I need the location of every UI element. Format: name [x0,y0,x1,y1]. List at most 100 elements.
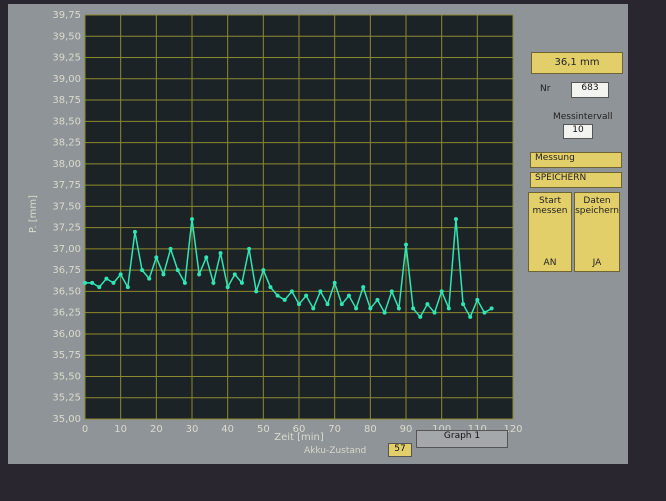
y-tick-label: 37,00 [52,244,81,255]
data-point [204,255,208,259]
data-point [433,311,437,315]
messung-indicator: Messung [530,152,622,168]
data-point [461,302,465,306]
y-tick-label: 38,00 [52,159,81,170]
data-point [468,315,472,319]
data-point [354,306,358,310]
y-tick-label: 36,50 [52,286,81,297]
data-point [475,298,479,302]
interval-field[interactable]: 10 [563,124,593,139]
data-point [318,289,322,293]
data-point [390,289,394,293]
x-tick-label: 0 [82,424,88,435]
y-tick-label: 35,50 [52,371,81,382]
chart: P. [mm] Zeit [min] 35,0035,2535,5035,753… [8,4,528,444]
data-point [211,281,215,285]
graph-button[interactable]: Graph 1 [416,430,508,448]
data-point [454,217,458,221]
x-tick-label: 50 [257,424,270,435]
screen: P. [mm] Zeit [min] 35,0035,2535,5035,753… [8,4,628,464]
y-tick-label: 37,25 [52,223,81,234]
data-point [147,277,151,281]
data-point [290,289,294,293]
data-point [261,268,265,272]
data-point [482,311,486,315]
data-point [133,230,137,234]
save-button[interactable]: Daten speichern JA [574,192,620,272]
data-point [361,285,365,289]
y-tick-label: 35,25 [52,393,81,404]
y-tick-label: 38,50 [52,116,81,127]
data-point [233,272,237,276]
nr-label: Nr [540,84,550,94]
data-point [268,285,272,289]
data-point [126,285,130,289]
y-tick-label: 35,00 [52,414,81,425]
data-point [119,272,123,276]
data-point [347,294,351,298]
data-point [176,268,180,272]
akku-value: 57 [388,443,412,457]
data-point [183,281,187,285]
data-point [368,306,372,310]
y-tick-label: 36,00 [52,329,81,340]
data-point [333,281,337,285]
data-point [404,243,408,247]
data-point [197,272,201,276]
x-tick-label: 80 [364,424,377,435]
data-point [90,281,94,285]
data-point [297,302,301,306]
x-tick-label: 70 [328,424,341,435]
y-axis-label: P. [mm] [28,195,39,233]
data-point [311,306,315,310]
data-point [226,285,230,289]
y-tick-label: 39,25 [52,53,81,64]
data-point [326,302,330,306]
data-point [340,302,344,306]
save-label: Daten speichern [575,196,619,216]
y-tick-label: 39,75 [52,10,81,21]
data-point [375,298,379,302]
x-tick-label: 10 [114,424,127,435]
data-point [169,247,173,251]
data-point [440,289,444,293]
data-point [425,302,429,306]
interval-label: Messintervall [553,112,613,122]
save-state: JA [575,258,619,268]
data-point [397,306,401,310]
data-point [219,251,223,255]
save-indicator: SPEICHERN [530,172,622,188]
start-state: AN [529,258,571,268]
data-point [161,272,165,276]
x-tick-label: 30 [186,424,199,435]
data-point [283,298,287,302]
data-point [190,217,194,221]
value-display: 36,1 mm [531,52,623,74]
data-point [411,306,415,310]
nr-field[interactable]: 683 [571,82,609,98]
x-tick-label: 20 [150,424,163,435]
y-tick-label: 36,25 [52,308,81,319]
x-tick-label: 90 [400,424,413,435]
data-point [240,281,244,285]
data-point [83,281,87,285]
page: P. [mm] Zeit [min] 35,0035,2535,5035,753… [0,0,666,501]
data-point [447,306,451,310]
data-point [304,294,308,298]
y-tick-label: 35,75 [52,350,81,361]
akku-label: Akku-Zustand [304,446,366,456]
y-tick-label: 38,25 [52,138,81,149]
data-point [104,277,108,281]
y-tick-label: 39,50 [52,31,81,42]
y-tick-label: 39,00 [52,74,81,85]
data-point [97,285,101,289]
data-point [490,306,494,310]
y-tick-label: 37,75 [52,180,81,191]
y-tick-label: 38,75 [52,95,81,106]
data-point [276,294,280,298]
data-point [247,247,251,251]
data-point [112,281,116,285]
data-point [418,315,422,319]
data-point [140,268,144,272]
